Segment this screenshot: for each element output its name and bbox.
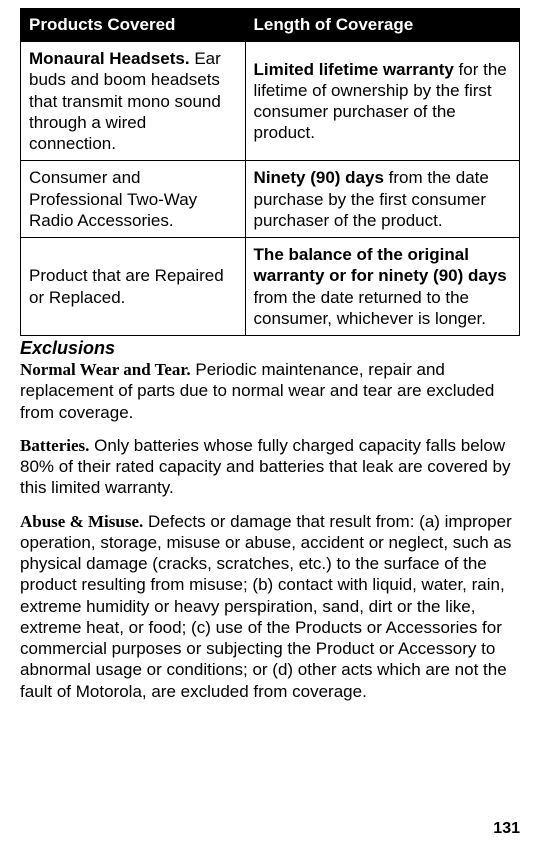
cell-product-bold: Monaural Headsets.: [29, 49, 190, 68]
exclusion-heading: Abuse & Misuse.: [20, 512, 143, 531]
exclusion-body: Only batteries whose fully charged capac…: [20, 436, 510, 498]
cell-coverage-bold: Limited lifetime warranty: [254, 60, 454, 79]
exclusion-heading: Batteries.: [20, 436, 89, 455]
cell-product: Product that are Repaired or Replaced.: [21, 238, 246, 336]
warranty-table: Products Covered Length of Coverage Mona…: [20, 8, 520, 336]
cell-coverage-rest: from the date returned to the consumer, …: [254, 288, 486, 328]
table-row: Product that are Repaired or Replaced. T…: [21, 238, 520, 336]
exclusion-item: Batteries. Only batteries whose fully ch…: [20, 435, 520, 499]
page-number: 131: [493, 820, 520, 838]
cell-coverage-bold: The balance of the original warranty or …: [254, 245, 507, 285]
cell-coverage: Ninety (90) days from the date purchase …: [245, 161, 519, 238]
cell-coverage: Limited lifetime warranty for the lifeti…: [245, 42, 519, 161]
cell-product-rest: Product that are Repaired or Replaced.: [29, 266, 224, 306]
exclusion-heading: Normal Wear and Tear.: [20, 360, 191, 379]
exclusions-title: Exclusions: [20, 338, 520, 359]
header-products: Products Covered: [21, 9, 246, 42]
exclusion-item: Abuse & Misuse. Defects or damage that r…: [20, 511, 520, 702]
exclusion-body: Defects or damage that result from: (a) …: [20, 512, 512, 701]
cell-coverage: The balance of the original warranty or …: [245, 238, 519, 336]
table-row: Monaural Headsets. Ear buds and boom hea…: [21, 42, 520, 161]
header-length: Length of Coverage: [245, 9, 519, 42]
cell-product: Monaural Headsets. Ear buds and boom hea…: [21, 42, 246, 161]
cell-product: Consumer and Professional Two-Way Radio …: [21, 161, 246, 238]
table-header-row: Products Covered Length of Coverage: [21, 9, 520, 42]
table-row: Consumer and Professional Two-Way Radio …: [21, 161, 520, 238]
cell-product-rest: Consumer and Professional Two-Way Radio …: [29, 168, 197, 230]
exclusion-item: Normal Wear and Tear. Periodic maintenan…: [20, 359, 520, 423]
cell-coverage-bold: Ninety (90) days: [254, 168, 384, 187]
